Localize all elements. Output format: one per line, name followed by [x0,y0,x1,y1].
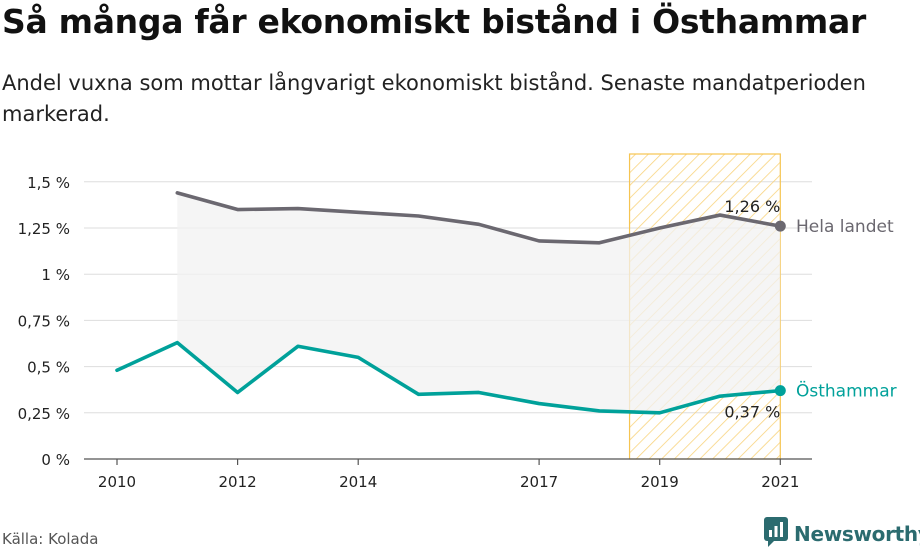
y-tick-label: 1,5 % [27,174,70,192]
series [115,191,786,415]
y-tick-label: 0 % [41,451,70,469]
x-tick-label: 2010 [98,473,136,491]
x-tick-label: 2019 [641,473,679,491]
difference-band-area [177,192,781,413]
y-tick-label: 1,25 % [18,220,70,238]
y-tick-label: 1 % [41,266,70,284]
chart-title: Så många får ekonomiskt bistånd i Östham… [2,2,866,41]
x-tick-label: 2021 [761,473,799,491]
series-line [175,191,783,245]
series-label: Hela landet [796,217,894,237]
chart-subtitle: Andel vuxna som mottar långvarigt ekonom… [2,71,866,126]
difference-band [177,192,781,413]
series-label: Östhammar [796,380,897,402]
x-tick-label: 2014 [339,473,377,491]
newsworthy-logo-icon [764,517,788,551]
y-tick-label: 0,25 % [18,405,70,423]
series-end-point [774,385,786,397]
y-tick-label: 0,5 % [27,359,70,377]
axes: 0 % 0,25 % 0,5 % 0,75 % 1 % 1,25 % 1,5 % 2010 20… [18,174,812,491]
y-tick-label: 0,75 % [18,312,70,330]
source-note: Källa: Kolada [2,530,99,548]
series-line [115,340,783,415]
series-end-point [774,220,786,232]
end-value-label: 0,37 % [724,403,780,422]
end-value-label: 1,26 % [724,197,780,216]
brand-name: Newsworthy [794,522,920,546]
annotations: Hela landet 1,26 % Östhammar 0,37 % [724,197,896,421]
x-tick-label: 2012 [219,473,257,491]
brand[interactable]: Newsworthy [764,517,920,551]
x-tick-label: 2017 [520,473,558,491]
